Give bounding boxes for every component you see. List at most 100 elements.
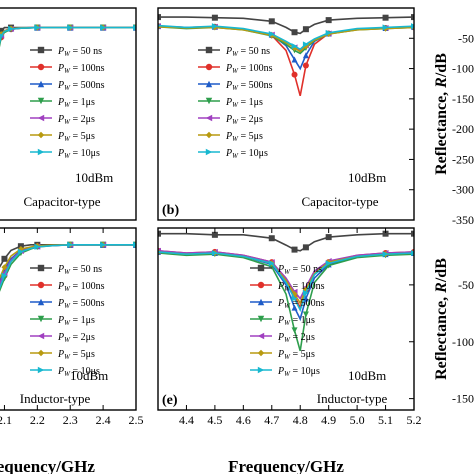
y-axis-label: Reflectance, R/dB [433,258,450,380]
series-marker [302,295,309,302]
legend-marker [205,114,213,122]
legend-marker [257,349,265,357]
legend-marker [37,114,45,122]
series-marker [158,24,161,28]
series-marker [291,327,298,334]
x-tick-label: 2.4 [96,413,111,427]
y-tick-label: -200 [452,122,474,136]
series-marker [133,241,136,248]
condition-label: 10dBm [70,368,108,383]
legend-label: PW = 50 ns [57,264,102,276]
condition-label: 10dBm [348,368,386,383]
x-tick-label: 5.0 [350,413,365,427]
legend-label: PW = 2μs [277,332,315,344]
legend-label: PW = 5μs [277,349,315,361]
legend-marker [37,281,45,289]
series-marker [100,241,107,248]
legend-label: PW = 50 ns [57,46,102,58]
y-axis-label: Reflectance, R/dB [433,53,450,175]
legend-marker [257,315,265,323]
series-marker [1,255,8,262]
y-tick-label: -150 [452,92,474,106]
series-line [158,25,414,97]
legend-label: PW = 10μs [225,148,268,160]
plot-area [158,230,414,352]
x-tick-label: 5.1 [378,413,393,427]
plot-frame [0,7,137,221]
legend-label: PW = 1μs [277,315,315,327]
legend-marker [257,264,265,272]
series-marker [325,29,332,36]
legend-label: PW = 5μs [57,349,95,361]
series-marker [291,29,298,36]
series-marker [67,241,74,248]
legend-label: PW = 1μs [225,97,263,109]
series-line [0,26,136,45]
legend-label: PW = 10μs [277,366,320,378]
legend-marker [37,46,45,54]
legend-label: PW = 50 ns [225,46,270,58]
panel-b: -50 -100 -150 -200 -250 -300 -350 Reflectance, … [157,7,474,227]
x-tick-label: 4.6 [236,413,251,427]
x-tick-label: 2.5 [129,413,144,427]
plot-frame [0,227,137,411]
legend-marker [37,298,45,306]
legend-marker [205,80,213,88]
legend-marker [205,148,213,156]
plot-frame [157,227,415,411]
legend-label: PW = 100ns [57,281,105,293]
legend-label: PW = 2μs [225,114,263,126]
series-marker [325,17,332,24]
series-marker [382,14,389,21]
legend-marker [37,63,45,71]
y-tick-label: -100 [452,62,474,76]
type-label: Capacitor-type [302,194,379,209]
panel-label: (e) [162,393,178,408]
series-marker [158,230,161,237]
series-marker [302,244,309,251]
x-tick-label: 5.2 [407,413,422,427]
x-axis-label: Frequency/GHz [0,457,95,474]
series-marker [302,62,309,69]
series-marker [67,24,74,31]
legend-label: PW = 500ns [57,298,105,310]
legend-marker [37,148,45,156]
legend-marker [205,131,213,139]
series-marker [211,23,218,30]
series-marker [211,250,218,257]
series-line [0,244,136,285]
legend-marker [37,349,45,357]
series-marker [8,25,15,32]
x-tick-label: 4.5 [207,413,222,427]
series-marker [291,304,298,311]
legend-label: PW = 10μs [57,366,100,378]
legend-label: PW = 10μs [57,148,100,160]
legend-marker [205,46,213,54]
series-marker [291,295,298,302]
series-marker [1,264,8,271]
legend-label: PW = 1μs [57,97,95,109]
y-tick-label: -300 [452,183,474,197]
series-marker [302,52,309,59]
series-line [158,232,414,252]
series-marker [268,235,275,242]
series-marker [1,272,8,279]
legend-label: PW = 500ns [57,80,105,92]
series-marker [382,251,389,258]
series-marker [291,43,298,50]
legend: PW = 50 ns PW = 100ns PW = 500ns PW = 1μs PW… [198,46,273,160]
series-marker [268,31,275,38]
legend-label: PW = 5μs [57,131,95,143]
series-marker [268,18,275,25]
legend: PW = 50 ns PW = 100ns PW = 500ns PW = 1μs PW… [250,264,325,378]
series-marker [325,260,332,267]
legend: PW = 50 ns PW = 100ns PW = 500ns PW = 1μs PW… [30,264,105,378]
legend-marker [37,315,45,323]
series-marker [325,234,332,241]
condition-label: 10dBm [348,170,386,185]
legend: PW = 50 ns PW = 100ns PW = 500ns PW = 1μs PW… [30,46,105,160]
plot-area [158,14,414,97]
series-marker [411,230,414,237]
legend-marker [37,131,45,139]
series-marker [411,250,414,257]
